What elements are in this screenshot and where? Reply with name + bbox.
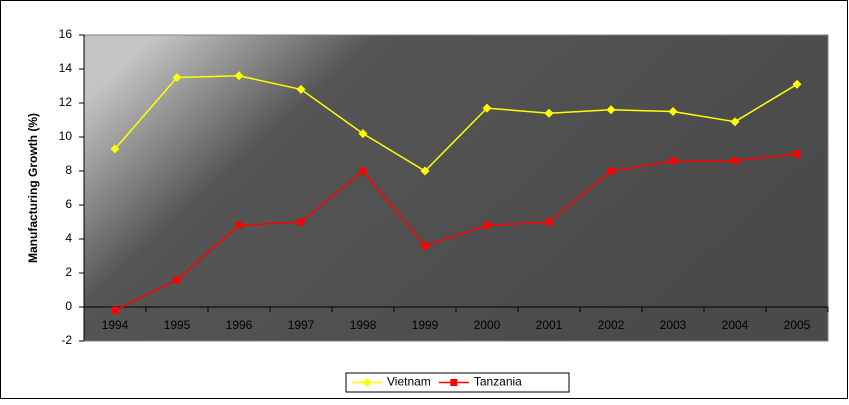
marker (730, 117, 740, 127)
marker (235, 221, 243, 229)
marker (172, 73, 182, 82)
x-tick-label: 2005 (784, 318, 811, 332)
legend-label: Tanzania (474, 375, 522, 389)
x-tick-label: 1997 (288, 318, 315, 332)
marker (792, 79, 802, 89)
y-tick-label: 8 (65, 163, 72, 177)
x-tick-label: 2002 (598, 318, 625, 332)
x-tick-label: 2001 (536, 318, 563, 332)
marker (296, 84, 306, 94)
marker (362, 378, 372, 387)
y-tick-label: 4 (65, 231, 72, 245)
marker (482, 103, 492, 113)
y-tick-label: 14 (59, 61, 73, 75)
series-line (114, 153, 798, 312)
marker (606, 105, 616, 115)
marker (545, 218, 553, 226)
marker (358, 129, 368, 139)
x-tick-label: 2003 (660, 318, 687, 332)
marker (607, 167, 615, 175)
marker (669, 157, 677, 165)
x-tick-label: 2004 (722, 318, 749, 332)
marker (297, 218, 305, 226)
y-tick-label: 0 (65, 299, 72, 313)
x-tick-label: 2000 (474, 318, 501, 332)
series-line (114, 75, 798, 172)
marker (111, 306, 119, 314)
marker (110, 144, 120, 154)
x-tick-label: 1994 (102, 318, 129, 332)
marker (450, 379, 458, 386)
marker (173, 276, 181, 284)
legend-label: Vietnam (387, 375, 431, 389)
marker (668, 107, 678, 116)
x-tick-label: 1998 (350, 318, 377, 332)
y-tick-label: 10 (59, 129, 73, 143)
y-tick-label: 2 (65, 265, 72, 279)
y-axis-label: Manufacturing Growth (%) (26, 113, 40, 263)
y-tick-label: 16 (59, 27, 73, 41)
marker (731, 157, 739, 165)
marker (793, 150, 801, 158)
marker (483, 221, 491, 229)
x-tick-label: 1999 (412, 318, 439, 332)
y-tick-label: 6 (65, 197, 72, 211)
marker (359, 167, 367, 175)
y-tick-label: 12 (59, 95, 73, 109)
marker (420, 166, 430, 176)
marker (234, 71, 244, 81)
marker (421, 242, 429, 250)
x-tick-label: 1996 (226, 318, 253, 332)
x-tick-label: 1995 (164, 318, 191, 332)
y-tick-label: -2 (61, 333, 72, 347)
plot-area (83, 34, 829, 342)
marker (544, 108, 554, 118)
